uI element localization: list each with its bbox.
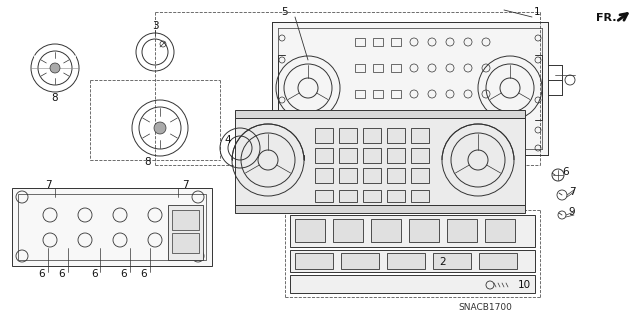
Text: 5: 5 bbox=[282, 7, 288, 17]
Text: 2: 2 bbox=[440, 257, 446, 267]
Bar bbox=[363, 128, 381, 143]
Polygon shape bbox=[235, 110, 525, 118]
Bar bbox=[315, 190, 333, 202]
Bar bbox=[363, 148, 381, 163]
Bar bbox=[339, 168, 357, 183]
Polygon shape bbox=[290, 215, 535, 247]
Bar bbox=[168, 205, 203, 260]
Text: 6: 6 bbox=[38, 269, 45, 279]
Bar bbox=[315, 148, 333, 163]
Bar bbox=[355, 64, 365, 72]
Bar bbox=[355, 38, 365, 46]
Bar bbox=[411, 148, 429, 163]
Bar bbox=[373, 38, 383, 46]
Text: 7: 7 bbox=[182, 180, 188, 190]
Bar bbox=[433, 253, 471, 269]
Bar bbox=[18, 194, 206, 260]
Text: 4: 4 bbox=[225, 135, 231, 145]
Bar bbox=[387, 128, 405, 143]
Text: 1: 1 bbox=[534, 7, 540, 17]
Bar bbox=[391, 116, 401, 124]
Polygon shape bbox=[290, 275, 535, 293]
Bar bbox=[172, 233, 199, 253]
Polygon shape bbox=[235, 205, 525, 213]
Bar bbox=[391, 90, 401, 98]
Circle shape bbox=[50, 63, 60, 73]
Bar bbox=[391, 38, 401, 46]
Text: 7: 7 bbox=[45, 180, 51, 190]
Bar bbox=[387, 190, 405, 202]
Bar bbox=[373, 90, 383, 98]
Text: 3: 3 bbox=[152, 21, 158, 31]
Polygon shape bbox=[235, 118, 525, 205]
Text: 8: 8 bbox=[52, 93, 58, 103]
Bar bbox=[479, 253, 517, 269]
Bar bbox=[447, 219, 477, 242]
Bar bbox=[387, 148, 405, 163]
Text: 7: 7 bbox=[569, 187, 575, 197]
Circle shape bbox=[154, 122, 166, 134]
Bar bbox=[373, 64, 383, 72]
Bar bbox=[373, 116, 383, 124]
Bar bbox=[485, 219, 515, 242]
Bar bbox=[387, 253, 425, 269]
Bar bbox=[315, 128, 333, 143]
Bar bbox=[339, 148, 357, 163]
Bar bbox=[409, 219, 439, 242]
Text: 9: 9 bbox=[569, 207, 575, 217]
Text: 6: 6 bbox=[59, 269, 65, 279]
Text: 8: 8 bbox=[145, 157, 151, 167]
Bar bbox=[12, 188, 212, 266]
Bar bbox=[315, 168, 333, 183]
Text: SNACB1700: SNACB1700 bbox=[458, 303, 512, 313]
Text: 6: 6 bbox=[563, 167, 570, 177]
Polygon shape bbox=[272, 22, 548, 155]
Bar bbox=[363, 190, 381, 202]
Bar bbox=[295, 219, 325, 242]
Text: 6: 6 bbox=[141, 269, 147, 279]
Bar bbox=[355, 116, 365, 124]
Text: 6: 6 bbox=[92, 269, 99, 279]
Bar bbox=[341, 253, 379, 269]
Bar bbox=[391, 64, 401, 72]
Bar bbox=[355, 90, 365, 98]
Bar bbox=[295, 253, 333, 269]
Polygon shape bbox=[290, 250, 535, 272]
Bar bbox=[363, 168, 381, 183]
Bar bbox=[339, 128, 357, 143]
Bar bbox=[411, 168, 429, 183]
Bar bbox=[333, 219, 363, 242]
Bar bbox=[387, 168, 405, 183]
Text: 6: 6 bbox=[121, 269, 127, 279]
Bar bbox=[172, 210, 199, 230]
Bar bbox=[371, 219, 401, 242]
Bar bbox=[339, 190, 357, 202]
Bar bbox=[411, 190, 429, 202]
Bar bbox=[411, 128, 429, 143]
Text: FR.: FR. bbox=[596, 13, 616, 23]
Text: 10: 10 bbox=[517, 280, 531, 290]
